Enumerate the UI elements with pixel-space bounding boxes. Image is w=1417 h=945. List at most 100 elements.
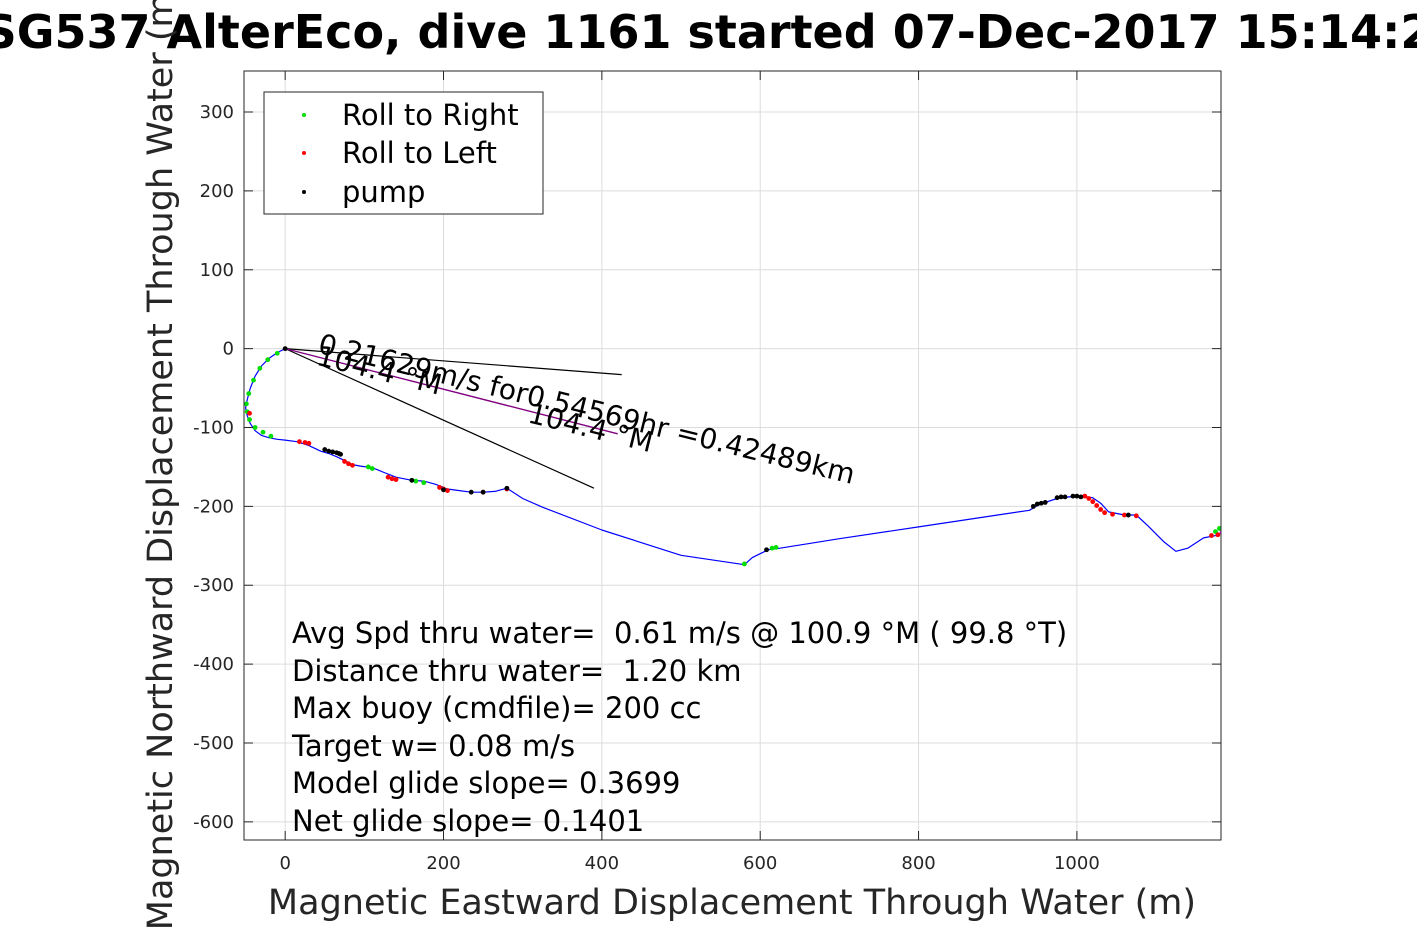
roll-left-point (385, 474, 391, 480)
x-tick-label: 1000 (1054, 853, 1100, 874)
pump-point (409, 477, 415, 483)
roll-right-point (369, 466, 375, 471)
x-tick-label: 800 (901, 853, 935, 874)
roll-right-point (244, 401, 249, 407)
pump-point (1042, 500, 1048, 505)
roll-left-point (1098, 507, 1104, 512)
chart-title: SG537 AlterEco, dive 1161 started 07-Dec… (0, 5, 1417, 59)
roll-left-point (1133, 513, 1139, 519)
legend-box (263, 91, 544, 215)
roll-left-point (389, 476, 395, 482)
roll-right-point (260, 429, 266, 435)
roll-right-point (246, 391, 252, 396)
roll-left-point (302, 440, 308, 445)
legend-label-roll-left: Roll to Left (342, 136, 497, 170)
pump-point (1062, 494, 1068, 500)
y-tick-label: -200 (193, 496, 234, 517)
pump-point (441, 487, 446, 493)
y-tick-label: 0 (223, 339, 234, 360)
pump-point (764, 547, 769, 553)
x-tick-label: 600 (743, 853, 777, 874)
heading-line (284, 347, 618, 435)
roll-left-point (1094, 503, 1100, 508)
pump-point (1038, 500, 1044, 506)
roll-left-point (247, 410, 252, 416)
data-points (244, 346, 1221, 567)
stats-line: Max buoy (cmdfile)= 200 cc (292, 691, 701, 725)
stats-line: Avg Spd thru water= 0.61 m/s @ 100.9 °M … (292, 616, 1067, 650)
stats-block: Avg Spd thru water= 0.61 m/s @ 100.9 °M … (291, 616, 1067, 838)
pump-point (338, 451, 343, 457)
pump-point (480, 489, 486, 495)
legend-marker-roll-left (302, 151, 306, 155)
axis-ticks: 0 200 400 600 800 10003002001000-100-200-300-… (193, 71, 1221, 874)
y-tick-label: -300 (193, 575, 234, 596)
roll-left-point (1090, 499, 1096, 505)
roll-left-point (306, 440, 312, 446)
y-tick-label: 300 (200, 102, 234, 123)
pump-point (330, 449, 336, 455)
roll-left-point (1102, 510, 1108, 516)
roll-right-point (741, 561, 747, 567)
pump-point (504, 485, 510, 491)
pump-point (1074, 493, 1080, 499)
y-tick-label: -400 (193, 654, 234, 675)
pump-point (326, 448, 332, 454)
pump-point (1078, 494, 1084, 500)
legend-marker-roll-right (302, 113, 306, 117)
bearing-line (285, 348, 622, 376)
y-tick-label: -100 (193, 418, 234, 439)
roll-left-point (350, 462, 355, 468)
legend-label-roll-right: Roll to Right (342, 98, 519, 132)
pump-point (322, 447, 328, 452)
roll-left-point (346, 461, 351, 467)
y-tick-label: -500 (193, 733, 234, 754)
roll-right-point (265, 357, 271, 363)
roll-right-point (251, 377, 256, 383)
roll-right-point (268, 433, 274, 439)
roll-right-point (421, 480, 427, 486)
roll-right-point (365, 464, 371, 470)
x-tick-label: 200 (426, 853, 460, 874)
pump-point (1030, 503, 1036, 509)
roll-right-point (257, 365, 263, 371)
legend-label-pump: pump (342, 175, 425, 209)
roll-left-point (1215, 532, 1221, 538)
y-tick-label: -600 (193, 812, 234, 833)
roll-left-point (445, 488, 450, 493)
roll-right-point (773, 544, 779, 550)
roll-right-point (252, 425, 258, 430)
x-tick-label: 400 (585, 853, 619, 874)
plot-frame (243, 70, 1222, 841)
pump-point (282, 346, 288, 352)
roll-left-point (1086, 496, 1092, 501)
stats-line: Net glide slope= 0.1401 (292, 804, 644, 838)
roll-right-point (274, 350, 280, 356)
x-axis-label: Magnetic Eastward Displacement Through W… (268, 883, 1196, 923)
roll-left-point (297, 439, 302, 445)
stats-line: Target w= 0.08 m/s (291, 729, 575, 763)
legend-marker-pump (302, 190, 306, 194)
roll-left-point (1209, 533, 1214, 538)
roll-left-point (437, 485, 442, 490)
legend: Roll to Right Roll to Left pump (263, 91, 544, 215)
pump-point (1125, 512, 1131, 518)
stats-line: Model glide slope= 0.3699 (292, 766, 680, 800)
pump-point (1058, 494, 1064, 500)
roll-left-point (342, 459, 347, 464)
roll-right-point (769, 545, 775, 551)
roll-right-point (247, 417, 252, 423)
roll-right-point (1217, 526, 1221, 531)
roll-left-point (1082, 493, 1088, 499)
y-axis-label: Magnetic Northward Displacement Through … (141, 0, 181, 930)
x-tick-label: 0 (279, 853, 290, 874)
pump-point (468, 489, 474, 495)
bearing-lines (284, 348, 622, 489)
pump-point (1034, 501, 1040, 507)
y-tick-label: 200 (200, 181, 234, 202)
roll-right-point (413, 478, 419, 484)
pump-point (1070, 493, 1076, 499)
roll-left-point (1122, 512, 1127, 518)
stats-line: Distance thru water= 1.20 km (292, 654, 742, 688)
